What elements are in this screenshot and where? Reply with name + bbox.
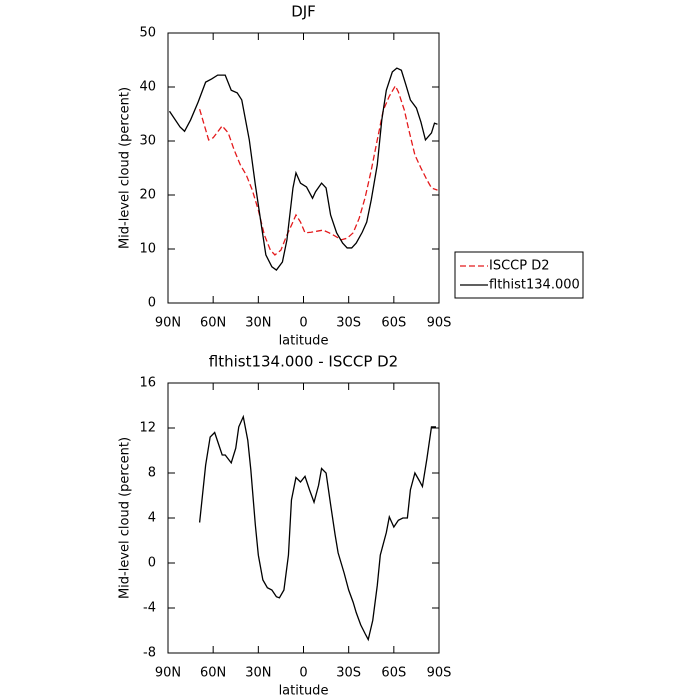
y-tick-label: 10	[139, 242, 156, 257]
x-tick-label: 0	[299, 316, 307, 331]
x-tick-label: 30S	[336, 666, 361, 681]
x-tick-label: 0	[299, 666, 307, 681]
x-tick-label: 30S	[336, 316, 361, 331]
y-tick-label: -4	[143, 601, 156, 616]
plot-frame	[167, 382, 440, 654]
y-tick-label: -8	[143, 646, 156, 661]
x-tick-label: 90S	[427, 316, 452, 331]
legend-label: flthist134.000	[489, 278, 580, 293]
y-axis-label: Mid-level cloud (percent)	[118, 87, 133, 249]
plot-frame	[167, 32, 440, 304]
chart-title: DJF	[291, 3, 316, 21]
x-tick-label: 90N	[155, 666, 181, 681]
y-tick-label: 16	[139, 376, 156, 391]
y-tick-label: 0	[148, 296, 156, 311]
x-tick-label: 60N	[200, 666, 226, 681]
legend-label: ISCCP D2	[489, 259, 550, 274]
y-tick-label: 8	[148, 466, 156, 481]
x-tick-label: 60S	[381, 316, 406, 331]
x-axis-label: latitude	[279, 334, 329, 349]
y-tick-label: 40	[139, 80, 156, 95]
data-line	[198, 414, 436, 642]
x-tick-label: 30N	[245, 316, 271, 331]
x-tick-label: 30N	[245, 666, 271, 681]
y-tick-label: 0	[148, 556, 156, 571]
y-axis-label: Mid-level cloud (percent)	[118, 437, 133, 599]
y-tick-label: 20	[139, 188, 156, 203]
x-tick-label: 60S	[381, 666, 406, 681]
y-tick-label: 30	[139, 134, 156, 149]
chart-title: flthist134.000 - ISCCP D2	[209, 353, 398, 371]
x-tick-label: 90N	[155, 316, 181, 331]
x-tick-label: 60N	[200, 316, 226, 331]
x-axis-label: latitude	[279, 684, 329, 699]
y-tick-label: 50	[139, 26, 156, 41]
data-line	[168, 67, 438, 271]
data-line	[198, 84, 438, 256]
y-tick-label: 4	[148, 511, 156, 526]
x-tick-label: 90S	[427, 666, 452, 681]
legend-box	[454, 251, 584, 299]
y-tick-label: 12	[139, 421, 156, 436]
